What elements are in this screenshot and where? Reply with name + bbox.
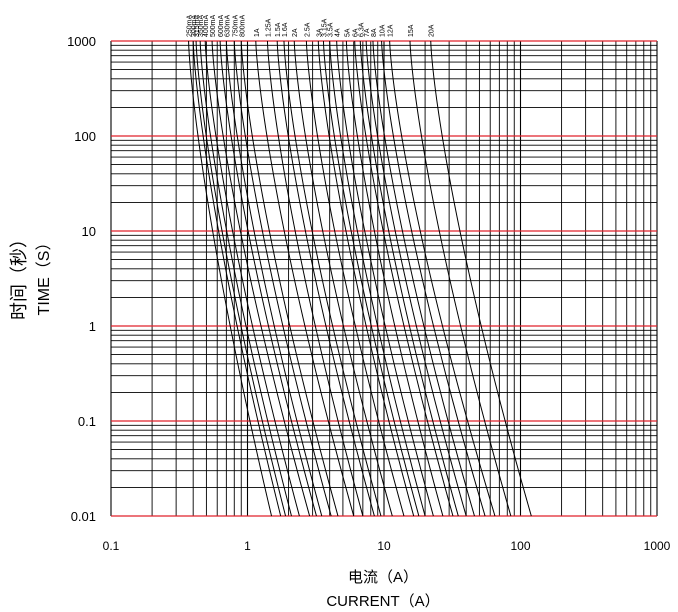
series-label: 6A [353,28,360,37]
series-label: 1A [254,28,261,37]
series-label: 630mA [224,14,231,37]
x-axis-label-en: CURRENT（A） [326,593,440,610]
series-label: 315mA [194,14,201,37]
series-label: 8A [371,28,378,37]
x-tick-labels: 0.1 1 10 100 1000 [103,539,671,553]
series-label: 15A [408,24,415,37]
fuse-curve-600mA [219,40,317,517]
series-label: 3.5A [328,22,335,37]
fuse-curve-800mA [240,40,339,517]
fuse-curve-2A [293,40,393,517]
x-tick-label: 100 [510,539,530,553]
x-axis-label-cn: 电流（A） [347,569,419,586]
series-label: 2.5A [304,22,311,37]
fuse-curve-5A [345,40,444,517]
series-label: 4A [335,28,342,37]
series-label: 7A [364,28,371,37]
y-tick-labels: 0.01 0.1 1 10 100 1000 [67,34,96,524]
fuse-curve-1A [255,40,355,517]
series-label: 3.15A [321,18,328,37]
fuse-curves [188,40,532,517]
fuse-curve-750mA [233,40,332,517]
series-label: 1.5A [275,22,282,37]
x-tick-label: 1000 [644,539,671,553]
x-tick-label: 10 [377,539,391,553]
fuse-curve-1.6A [283,40,382,517]
y-tick-label: 1000 [67,34,96,49]
fuse-curve-300mA [192,40,282,517]
series-label: 750mA [232,14,239,37]
y-tick-label: 100 [74,129,96,144]
fuse-curve-10A [381,40,486,517]
series-label: 12A [388,24,395,37]
series-label: 600mA [218,14,225,37]
x-tick-label: 0.1 [103,539,120,553]
fuse-curve-4A [336,40,434,517]
fuse-curve-8A [372,40,475,517]
series-label: 1.25A [265,18,272,37]
x-tick-label: 1 [244,539,251,553]
fuse-curve-3.15A [322,40,420,517]
y-tick-label: 0.1 [78,414,96,429]
minor-grid [111,41,657,516]
series-label: 300mA [191,14,198,37]
fuse-curve-250mA [188,40,273,517]
fuse-curve-3.5A [329,40,426,517]
fuse-curve-350mA [199,40,292,517]
series-label: 1.6A [282,22,289,37]
fuse-curve-15A [409,40,512,517]
series-label: 350mA [198,14,205,37]
series-label: 2A [292,28,299,37]
fuse-curve-6.3A [359,40,459,517]
fuse-curve-20A [430,40,532,517]
fuse-curve-12A [389,40,496,517]
fuse-curve-7A [365,40,467,517]
y-tick-label: 0.01 [71,509,96,524]
series-label: 3A [316,28,323,37]
fuse-curve-315mA [195,40,287,517]
fuse-curve-1.25A [266,40,364,517]
fuse-curve-630mA [225,40,323,517]
series-label: 250mA [187,14,194,37]
fuse-curve-2.5A [305,40,405,517]
y-axis-label-en: TIME（S） [36,234,53,316]
series-label: 500mA [210,14,217,37]
fuse-curve-1.5A [276,40,375,517]
series-label: 6.3A [358,22,365,37]
series-label: 10A [380,24,387,37]
fuse-curve-6A [354,40,454,517]
y-tick-label: 1 [89,319,96,334]
series-label: 20A [429,24,436,37]
fuse-curve-3A [317,40,415,517]
y-axis-label-cn: 时间（秒） [9,230,29,320]
fuse-curve-400mA [204,40,300,517]
series-label: 800mA [239,14,246,37]
fuse-curve-500mA [211,40,311,517]
y-tick-label: 10 [82,224,96,239]
series-label: 400mA [203,14,210,37]
series-label: 5A [344,28,351,37]
